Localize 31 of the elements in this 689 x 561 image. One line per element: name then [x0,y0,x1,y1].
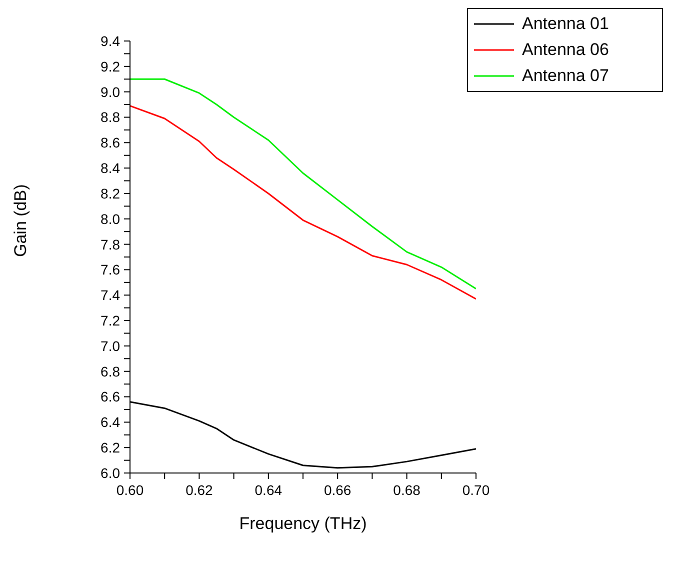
y-tick-label: 8.4 [100,160,120,176]
x-tick-label: 0.66 [324,482,352,498]
y-tick-label: 8.6 [100,134,120,151]
y-tick-label: 6.4 [100,414,120,430]
y-axis-title: Gain (dB) [11,184,30,257]
x-tick-label: 0.70 [462,482,490,498]
y-tick-label: 9.4 [100,32,120,49]
legend-label: Antenna 07 [522,66,609,86]
legend-label: Antenna 06 [522,40,609,60]
y-tick-label: 6.2 [100,440,120,456]
x-tick-label: 0.68 [393,482,421,498]
y-tick-label: 6.0 [100,464,120,481]
x-tick-label: 0.60 [116,482,144,498]
y-tick-label: 7.2 [100,312,120,328]
y-tick-label: 7.0 [100,338,120,354]
y-tick-label: 7.8 [100,236,120,252]
y-tick-label: 9.2 [100,58,120,74]
x-tick-label: 0.62 [186,482,214,498]
x-axis-title: Frequency (THz) [239,514,367,533]
y-tick-label: 6.6 [100,388,120,405]
y-tick-label: 7.4 [100,287,120,304]
y-tick-label: 9.0 [100,84,120,100]
y-tick-label: 7.6 [100,262,120,278]
x-tick-label: 0.64 [254,482,282,498]
y-tick-label: 6.8 [100,363,120,380]
line-series [130,105,476,300]
legend-label: Antenna 01 [522,14,609,34]
y-tick-label: 8.8 [100,109,120,126]
y-tick-label: 8.0 [100,210,120,227]
line-series [130,78,476,290]
y-tick-label: 8.2 [100,185,120,202]
